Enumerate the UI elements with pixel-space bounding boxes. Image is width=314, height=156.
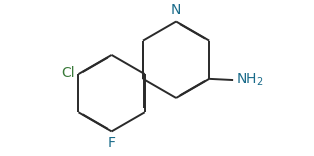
Text: Cl: Cl (61, 66, 75, 80)
Text: F: F (108, 136, 116, 150)
Text: NH$_2$: NH$_2$ (236, 72, 264, 88)
Text: N: N (171, 3, 181, 17)
